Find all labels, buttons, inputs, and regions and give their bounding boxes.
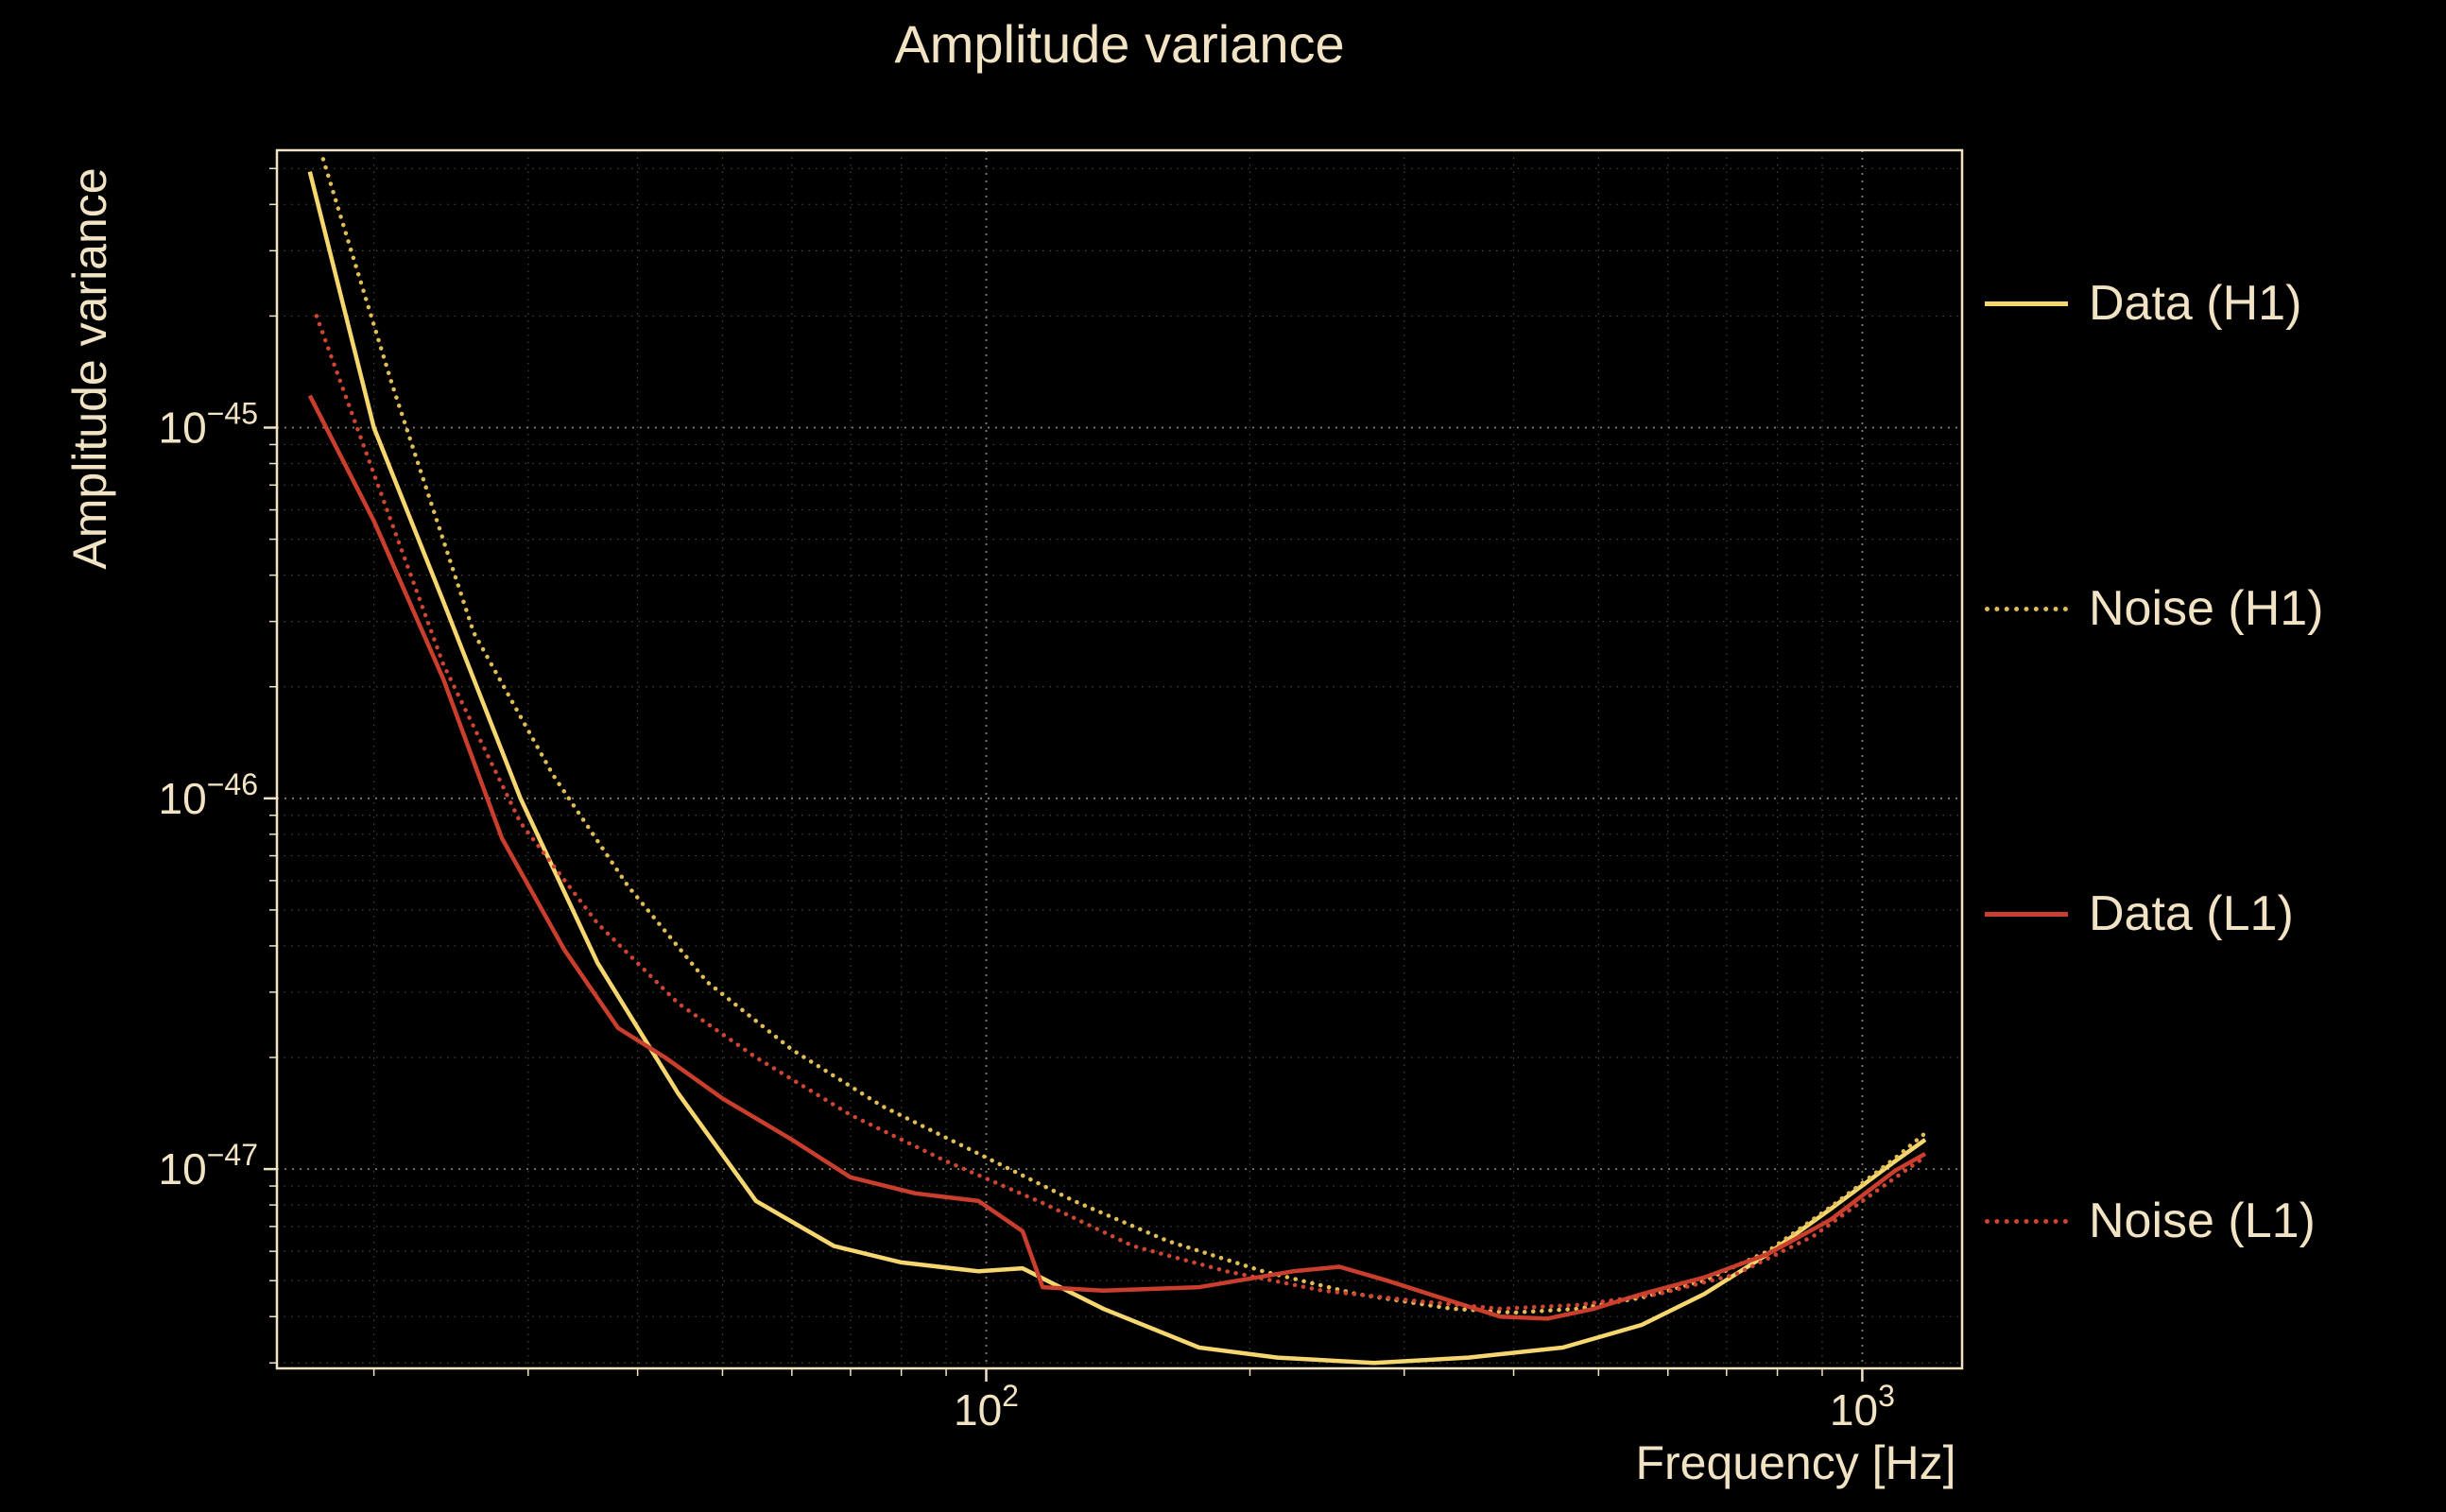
- legend-line-sample-data-l1: [1985, 911, 2068, 917]
- legend-item-noise-h1: Noise (H1): [1985, 576, 2324, 642]
- x-axis-label: Frequency [Hz]: [1635, 1436, 1956, 1489]
- chart-legend: Data (H1) Noise (H1) Data (L1) Noise (L1…: [1985, 0, 2438, 1512]
- legend-line-sample-data-h1: [1985, 301, 2068, 306]
- svg-text:10−47: 10−47: [159, 1138, 258, 1194]
- svg-text:102: 102: [954, 1379, 1019, 1435]
- legend-label-data-h1: Data (H1): [2089, 276, 2302, 331]
- legend-label-noise-h1: Noise (H1): [2089, 581, 2324, 636]
- legend-line-sample-noise-l1: [1985, 1218, 2068, 1224]
- legend-line-sample-noise-h1: [1985, 606, 2068, 611]
- y-axis-label: Amplitude variance: [63, 167, 116, 570]
- legend-item-noise-l1: Noise (L1): [1985, 1188, 2316, 1254]
- legend-item-data-l1: Data (L1): [1985, 881, 2294, 947]
- svg-text:10−46: 10−46: [159, 767, 258, 823]
- chart-title: Amplitude variance: [894, 14, 1345, 74]
- legend-item-data-h1: Data (H1): [1985, 270, 2301, 336]
- svg-text:10−45: 10−45: [159, 397, 258, 453]
- legend-label-data-l1: Data (L1): [2089, 886, 2294, 941]
- legend-label-noise-l1: Noise (L1): [2089, 1194, 2316, 1248]
- svg-text:103: 103: [1830, 1379, 1895, 1435]
